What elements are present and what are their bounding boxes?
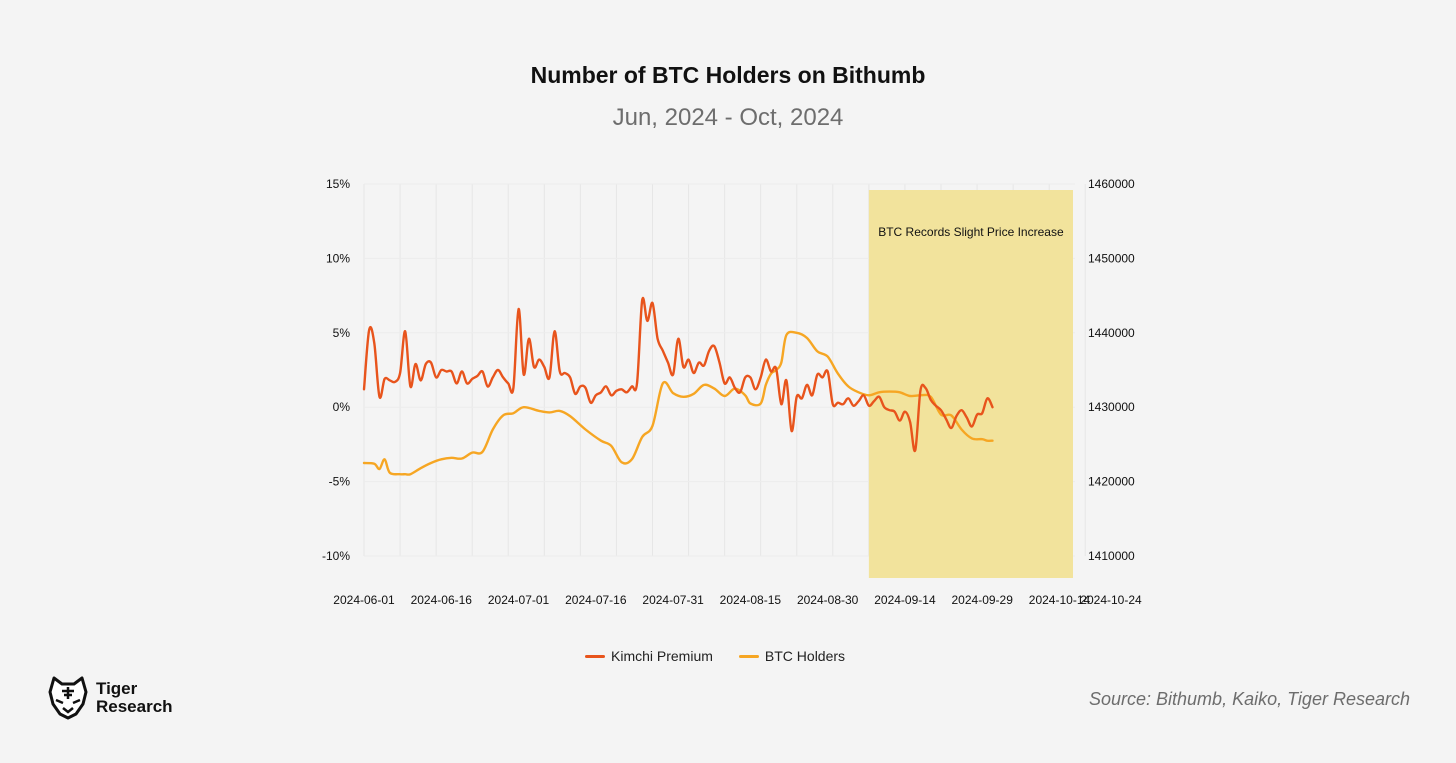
- legend-label-btc-holders: BTC Holders: [764, 648, 846, 664]
- y-right-tick-label: 1450000: [1088, 251, 1135, 265]
- chart-subtitle: Jun, 2024 - Oct, 2024: [612, 104, 844, 131]
- series-line-kimchi-premium: [362, 296, 994, 453]
- highlight-label: BTC Records Slight Price Increase: [878, 225, 1064, 239]
- legend: Kimchi Premium BTC Holders: [585, 648, 871, 664]
- x-tick-label: 2024-09-29: [952, 593, 1014, 607]
- y-left-tick-label: 0%: [333, 400, 351, 414]
- highlight-band: [868, 190, 1073, 578]
- legend-label-kimchi-premium: Kimchi Premium: [611, 648, 713, 664]
- y-left-tick-label: -5%: [329, 475, 351, 489]
- y-left-tick-label: 5%: [333, 326, 351, 340]
- logo-text-tiger: Tiger: [96, 679, 138, 698]
- y-left-tick-label: -10%: [322, 549, 350, 563]
- x-tick-label: 2024-09-14: [874, 593, 936, 607]
- y-right-tick-label: 1410000: [1088, 549, 1135, 563]
- series-line-btc-holders: [362, 330, 994, 476]
- y-right-tick-label: 1460000: [1088, 177, 1135, 191]
- y-right-tick-label: 1420000: [1088, 475, 1135, 489]
- legend-swatch-btc-holders: [738, 654, 759, 658]
- chart-title: Number of BTC Holders on Bithumb: [530, 62, 926, 88]
- x-tick-label: 2024-06-01: [333, 593, 395, 607]
- x-tick-label: 2024-07-16: [565, 593, 627, 607]
- x-tick-label: 2024-10-14: [1029, 593, 1091, 607]
- x-tick-label: 2024-08-30: [797, 593, 859, 607]
- y-right-tick-label: 1440000: [1088, 326, 1135, 340]
- x-tick-label: 2024-08-15: [720, 593, 782, 607]
- logo-text-research: Research: [96, 697, 173, 716]
- x-tick-label: 2024-07-01: [488, 593, 550, 607]
- legend-item-btc-holders: BTC Holders: [738, 648, 846, 664]
- tiger-research-logo: Tiger Research: [46, 674, 173, 722]
- source-note: Source: Bithumb, Kaiko, Tiger Research: [1089, 689, 1410, 709]
- y-left-tick-label: 10%: [326, 251, 350, 265]
- x-tick-label: 2024-07-31: [642, 593, 704, 607]
- legend-swatch-kimchi-premium: [585, 654, 605, 658]
- y-right-tick-label: 1430000: [1088, 400, 1135, 414]
- x-tick-label: 2024-06-16: [411, 593, 473, 607]
- x-tick-label: 2024-10-24: [1080, 593, 1142, 607]
- tiger-head-icon: [48, 676, 88, 720]
- legend-item-kimchi-premium: Kimchi Premium: [585, 648, 713, 664]
- y-left-tick-label: 15%: [326, 177, 350, 191]
